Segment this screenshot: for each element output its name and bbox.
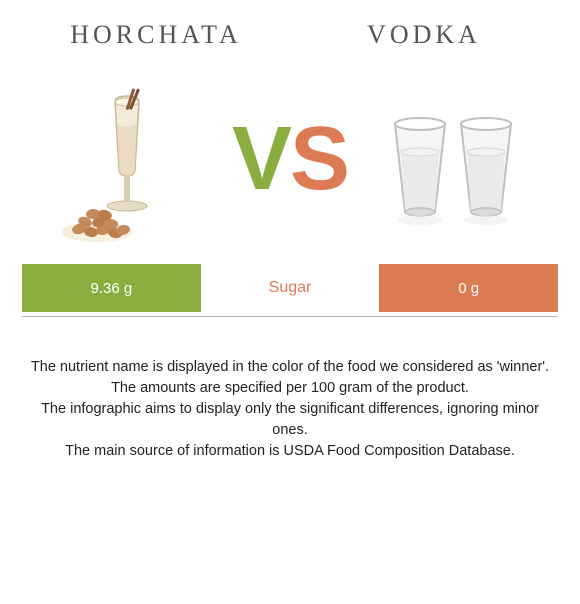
vs-v: V	[232, 109, 290, 209]
footer-line-3: The infographic aims to display only the…	[28, 399, 552, 441]
footer-text: The nutrient name is displayed in the co…	[22, 357, 558, 462]
images-row: VS	[22, 74, 558, 244]
footer-line-1: The nutrient name is displayed in the co…	[28, 357, 552, 378]
nutrient-right-value: 0 g	[379, 264, 558, 312]
comparison-infographic: HORCHATA VODKA	[0, 0, 580, 482]
nutrient-label: Sugar	[201, 264, 380, 312]
right-image	[348, 74, 558, 244]
vs-s: S	[290, 109, 348, 209]
right-title: VODKA	[290, 20, 558, 50]
horchata-icon	[57, 84, 197, 244]
vodka-icon	[373, 94, 533, 244]
divider	[22, 316, 558, 317]
titles-row: HORCHATA VODKA	[22, 20, 558, 50]
left-title: HORCHATA	[22, 20, 290, 50]
left-image	[22, 74, 232, 244]
footer-line-2: The amounts are specified per 100 gram o…	[28, 378, 552, 399]
nutrient-bar: 9.36 g Sugar 0 g	[22, 264, 558, 312]
nutrient-left-value: 9.36 g	[22, 264, 201, 312]
vs-label: VS	[232, 114, 348, 204]
footer-line-4: The main source of information is USDA F…	[28, 441, 552, 462]
